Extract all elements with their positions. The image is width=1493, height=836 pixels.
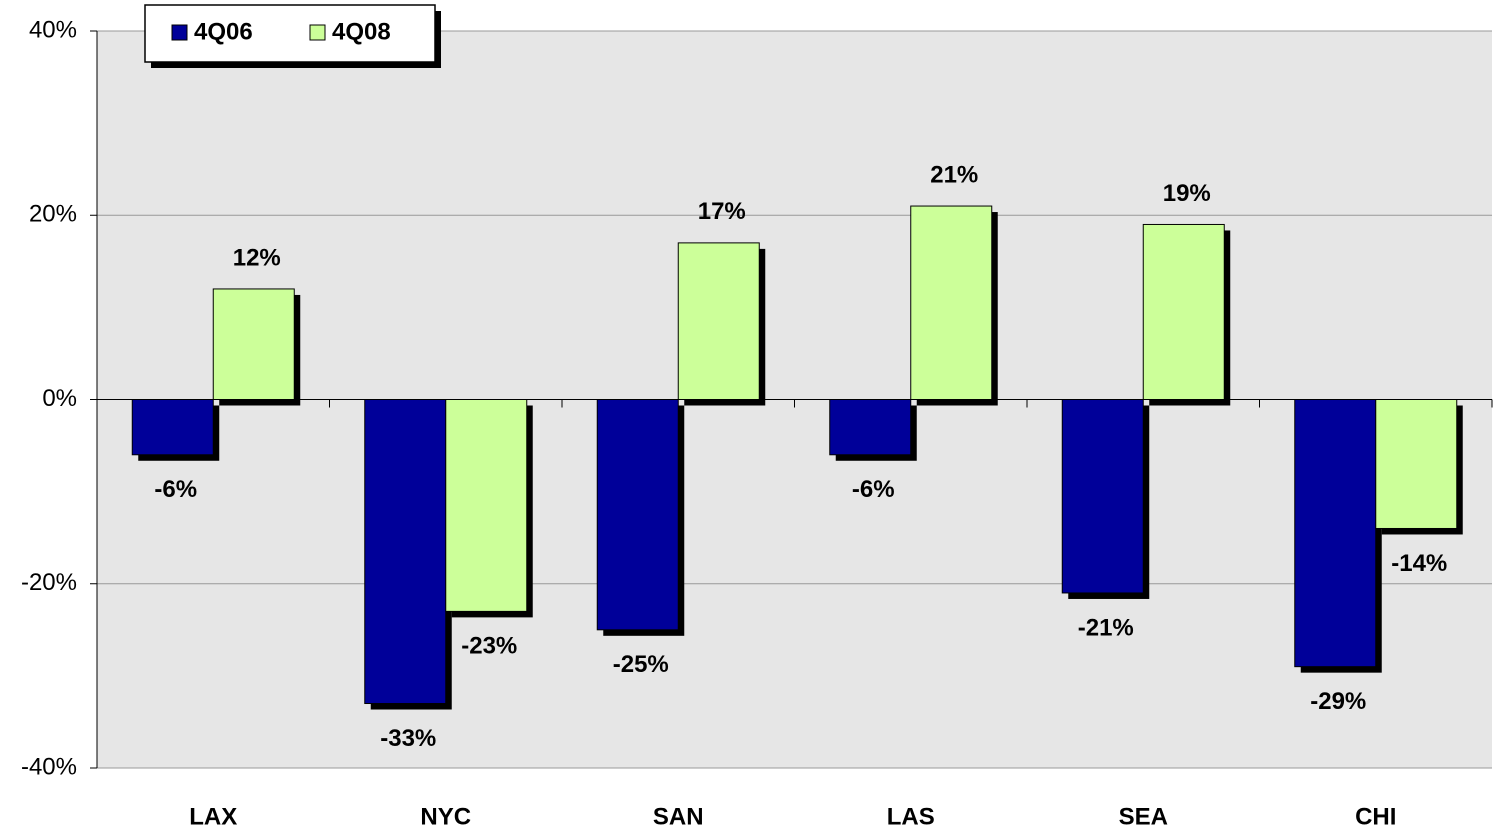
bar <box>364 399 447 705</box>
x-tick-label: LAS <box>887 803 935 830</box>
x-tick-label: CHI <box>1355 803 1396 830</box>
bar <box>677 242 760 400</box>
legend-swatch <box>309 24 326 41</box>
x-tick-label: LAX <box>189 803 237 830</box>
y-tick-label: 40% <box>29 16 77 43</box>
data-label: -25% <box>613 651 669 678</box>
y-tick-label: 0% <box>42 385 77 412</box>
data-label: 21% <box>930 161 978 188</box>
x-tick-label: NYC <box>420 803 471 830</box>
x-tick-label: SEA <box>1119 803 1168 830</box>
bar <box>1294 399 1377 668</box>
bar <box>1142 223 1225 400</box>
y-tick-label: 20% <box>29 201 77 228</box>
legend-swatch <box>171 24 188 41</box>
data-label: -6% <box>154 476 197 503</box>
data-label: -14% <box>1391 550 1447 577</box>
bar <box>445 399 528 612</box>
bar <box>910 205 993 400</box>
bar <box>596 399 679 631</box>
data-label: 17% <box>698 198 746 225</box>
legend <box>144 4 436 63</box>
data-label: 12% <box>233 244 281 271</box>
bar <box>212 288 295 401</box>
data-label: -23% <box>461 633 517 660</box>
data-label: -33% <box>380 725 436 752</box>
data-label: 19% <box>1163 180 1211 207</box>
bar <box>131 399 214 456</box>
legend-label: 4Q06 <box>194 18 253 45</box>
y-tick-label: -20% <box>21 569 77 596</box>
x-tick-label: SAN <box>653 803 704 830</box>
data-label: -21% <box>1078 614 1134 641</box>
y-tick-label: -40% <box>21 753 77 780</box>
bar <box>829 399 912 456</box>
data-label: -6% <box>852 476 895 503</box>
data-label: -29% <box>1310 688 1366 715</box>
bar <box>1375 399 1458 529</box>
bar <box>1061 399 1144 594</box>
legend-label: 4Q08 <box>332 18 391 45</box>
